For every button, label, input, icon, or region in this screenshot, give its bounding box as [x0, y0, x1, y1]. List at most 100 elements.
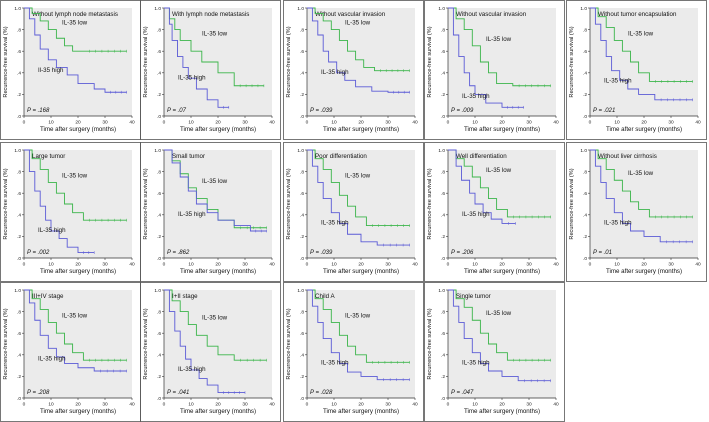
y-tick-label: 1.0: [297, 148, 304, 154]
panel-frame: [140, 0, 281, 140]
panel-title: Without tumor encapsulation: [598, 11, 677, 18]
x-tick-label: 30: [102, 262, 108, 268]
il35-low-survival-curve: [307, 289, 410, 363]
x-axis-title: Time after surgery (months): [606, 126, 682, 133]
il35-low-survival-curve: [448, 7, 551, 87]
p-value: P = .039: [310, 250, 333, 256]
x-axis-title: Time after surgery (months): [323, 268, 399, 275]
x-tick-label: 20: [499, 262, 505, 268]
panel-title: Small tumor: [172, 153, 205, 160]
y-tick-label: .8: [441, 169, 445, 175]
x-axis-title: Time after surgery (months): [323, 408, 399, 415]
y-tick-label: .0: [300, 396, 304, 402]
il35-low-label: IL-35 low: [628, 30, 654, 37]
il35-high-survival-curve: [164, 149, 267, 232]
y-tick-label: .6: [17, 331, 21, 337]
plot-area: [590, 150, 698, 258]
p-value: P = .168: [27, 108, 50, 114]
x-tick-label: 0: [23, 262, 26, 268]
y-axis-title: Recurrence-free survival (%): [427, 26, 433, 97]
y-tick-label: .6: [17, 191, 21, 197]
y-axis-title: Recurrence-free survival (%): [3, 168, 9, 239]
x-tick-label: 0: [163, 402, 166, 408]
y-tick-label: .2: [441, 234, 445, 240]
y-tick-label: 1.0: [154, 148, 161, 154]
p-value: P = .041: [167, 390, 189, 396]
y-tick-label: 1.0: [297, 6, 304, 12]
il35-high-survival-curve: [307, 289, 410, 381]
y-tick-label: .4: [300, 353, 304, 359]
y-tick-label: .8: [157, 169, 161, 175]
x-tick-label: 40: [129, 262, 135, 268]
y-tick-label: .8: [17, 27, 21, 33]
p-value: P = .002: [27, 250, 50, 256]
il35-high-survival-curve: [24, 149, 95, 254]
y-tick-label: .8: [441, 309, 445, 315]
panel-title: Without lymph node metastasis: [32, 11, 118, 18]
x-tick-label: 10: [472, 402, 478, 408]
panel-title: With lymph node metastasis: [172, 11, 249, 18]
km-panel: .0 .2 .4 .6 .8 1.0 0 10 20 30 40 Time after surgery…: [283, 142, 424, 282]
y-tick-label: .0: [17, 114, 21, 120]
x-tick-label: 40: [553, 402, 559, 408]
x-axis-title: Time after surgery (months): [180, 126, 256, 133]
x-tick-label: 30: [668, 262, 674, 268]
y-tick-label: 1.0: [14, 6, 21, 12]
y-axis-title: Recurrence-free survival (%): [286, 168, 292, 239]
il35-low-survival-curve: [164, 289, 267, 361]
il35-high-label: IL-35 high: [321, 360, 349, 367]
x-tick-label: 10: [331, 120, 337, 126]
p-value: P = .07: [167, 108, 187, 114]
y-tick-label: .6: [583, 191, 587, 197]
il35-low-label: IL-35 low: [486, 36, 512, 43]
y-axis-title: Recurrence-free survival (%): [427, 168, 433, 239]
x-tick-label: 30: [668, 120, 674, 126]
y-tick-label: .4: [157, 353, 161, 359]
il35-low-label: IL-35 low: [345, 172, 371, 179]
y-tick-label: .0: [441, 114, 445, 120]
x-tick-label: 40: [553, 120, 559, 126]
il35-low-survival-curve: [590, 149, 693, 218]
il35-low-survival-curve: [307, 7, 410, 72]
p-value: P = .028: [310, 390, 333, 396]
il35-high-label: IL-35 high: [178, 366, 206, 373]
x-tick-label: 0: [589, 120, 592, 126]
panel-title: Without vascular invasion: [315, 11, 386, 18]
x-tick-label: 30: [242, 402, 248, 408]
y-tick-label: .4: [441, 213, 445, 219]
il35-high-label: Il-35 high: [38, 67, 64, 74]
y-tick-label: .2: [17, 92, 21, 98]
x-tick-label: 40: [412, 402, 418, 408]
y-tick-label: .2: [157, 374, 161, 380]
x-tick-label: 0: [306, 402, 309, 408]
panel-frame: [283, 142, 424, 282]
y-tick-label: .2: [583, 234, 587, 240]
y-axis-title: Recurrence-free survival (%): [3, 26, 9, 97]
y-tick-label: .0: [441, 396, 445, 402]
y-tick-label: .2: [157, 234, 161, 240]
y-tick-label: .8: [441, 27, 445, 33]
x-axis-title: Time after surgery (months): [323, 126, 399, 133]
il35-low-survival-curve: [24, 149, 127, 221]
y-axis-title: Recurrence-free survival (%): [286, 26, 292, 97]
km-panel: .0 .2 .4 .6 .8 1.0 0 10 20 30 40 Time after surgery…: [0, 282, 141, 422]
y-tick-label: .0: [583, 114, 587, 120]
x-tick-label: 20: [215, 262, 221, 268]
panel-frame: [424, 142, 565, 282]
x-tick-label: 30: [385, 402, 391, 408]
panel-frame: [566, 0, 707, 140]
y-tick-label: .0: [157, 396, 161, 402]
y-tick-label: 1.0: [580, 148, 587, 154]
y-tick-label: 1.0: [580, 6, 587, 12]
x-tick-label: 30: [385, 120, 391, 126]
km-panel: .0 .2 .4 .6 .8 1.0 0 10 20 30 40 Time after surgery…: [0, 142, 141, 282]
il35-low-label: IL-35 low: [202, 315, 228, 322]
y-tick-label: .2: [157, 92, 161, 98]
y-tick-label: .6: [441, 331, 445, 337]
x-tick-label: 10: [188, 120, 194, 126]
y-tick-label: .6: [441, 49, 445, 55]
il35-low-label: IL-35 low: [345, 312, 371, 319]
y-axis-title: Recurrence-free survival (%): [427, 308, 433, 379]
x-tick-label: 10: [331, 402, 337, 408]
x-tick-label: 20: [358, 402, 364, 408]
